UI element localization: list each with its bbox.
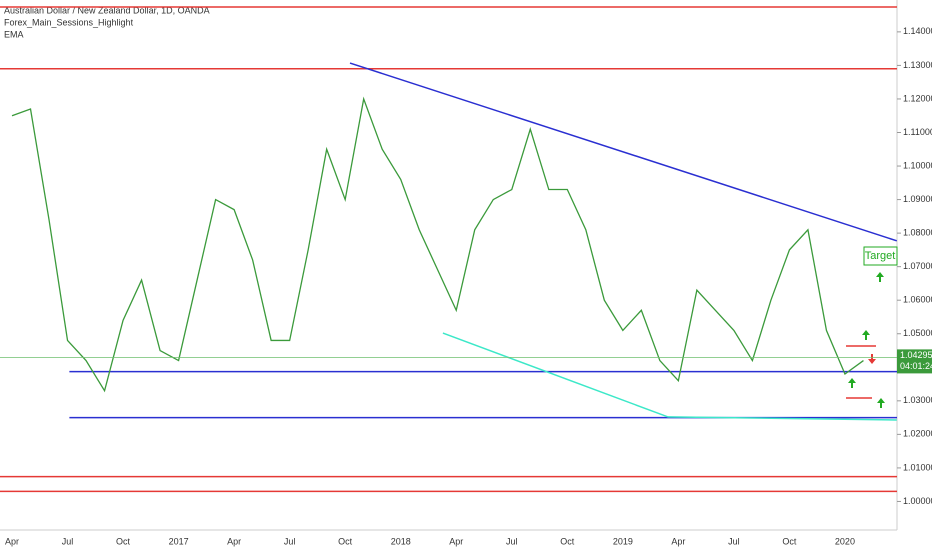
price-line <box>11 96 864 393</box>
x-tick-label: 2017 <box>169 536 189 546</box>
y-tick-label: 1.01000 <box>903 462 932 472</box>
x-tick-label: Jul <box>728 536 740 546</box>
y-tick-label: 1.05000 <box>903 328 932 338</box>
symbol-title: Australian Dollar / New Zealand Dollar, … <box>4 5 210 15</box>
x-tick-label: Apr <box>227 536 241 546</box>
y-tick-label: 1.06000 <box>903 295 932 305</box>
x-tick-label: Oct <box>338 536 353 546</box>
price-badge <box>897 349 932 374</box>
y-tick-label: 1.12000 <box>903 93 932 103</box>
trend-line <box>442 332 897 421</box>
y-tick-label: 1.10000 <box>903 160 932 170</box>
arrows <box>846 246 898 408</box>
x-tick-label: 2019 <box>613 536 633 546</box>
y-tick-label: 1.11000 <box>903 127 932 137</box>
y-tick-label: 1.03000 <box>903 395 932 405</box>
x-tick-label: Jul <box>62 536 74 546</box>
last-price-label: 1.04295 <box>900 350 932 360</box>
x-tick-label: Apr <box>449 536 463 546</box>
y-tick-label: 1.14000 <box>903 26 932 36</box>
y-tick-label: 1.13000 <box>903 60 932 70</box>
x-tick-label: Jul <box>284 536 296 546</box>
x-tick-label: Jul <box>506 536 518 546</box>
y-tick-label: 1.00000 <box>903 496 932 506</box>
x-tick-label: Apr <box>5 536 19 546</box>
y-tick-label: 1.02000 <box>903 429 932 439</box>
indicator-label: EMA <box>4 29 24 39</box>
x-tick-label: Oct <box>782 536 797 546</box>
x-tick-label: Oct <box>560 536 575 546</box>
x-tick-label: 2018 <box>391 536 411 546</box>
x-tick-label: Apr <box>671 536 685 546</box>
y-tick-label: 1.07000 <box>903 261 932 271</box>
trend-line <box>349 62 898 242</box>
x-tick-label: 2020 <box>835 536 855 546</box>
countdown-label: 04:01:24 <box>900 361 932 371</box>
x-tick-label: Oct <box>116 536 131 546</box>
y-tick-label: 1.08000 <box>903 227 932 237</box>
target-label: Target <box>865 250 896 262</box>
indicator-label: Forex_Main_Sessions_Highlight <box>4 17 134 27</box>
y-tick-label: 1.09000 <box>903 194 932 204</box>
